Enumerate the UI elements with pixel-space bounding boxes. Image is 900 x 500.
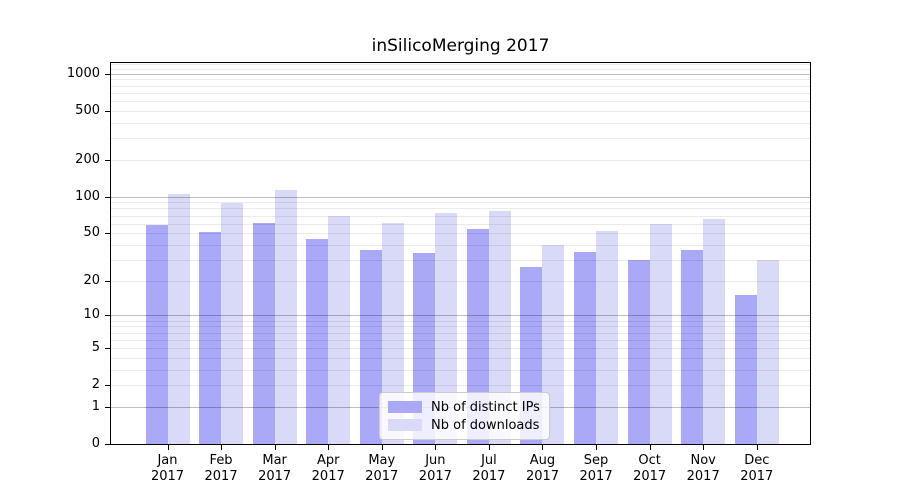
legend-swatch-downloads bbox=[388, 419, 422, 431]
bar-distinct-ips bbox=[681, 250, 704, 444]
legend-label-distinct-ips: Nb of distinct IPs bbox=[431, 399, 540, 415]
y-tick-mark bbox=[105, 280, 110, 282]
y-axis-tick-label: 10 bbox=[83, 307, 100, 323]
legend-entry-downloads: Nb of downloads bbox=[388, 416, 540, 434]
x-tick-mark bbox=[542, 445, 544, 450]
y-axis-tick-label: 0 bbox=[91, 436, 100, 451]
bar-distinct-ips bbox=[734, 295, 757, 444]
x-axis-tick-label: May 2017 bbox=[365, 453, 399, 484]
x-tick-mark bbox=[756, 445, 758, 450]
gridline-minor bbox=[111, 138, 810, 140]
y-tick-mark bbox=[105, 385, 110, 387]
x-tick-mark bbox=[435, 445, 437, 450]
gridline-minor bbox=[111, 101, 810, 103]
x-axis-tick-label: Jan 2017 bbox=[150, 453, 185, 484]
x-tick-mark bbox=[167, 445, 169, 450]
y-tick-mark bbox=[105, 444, 110, 445]
x-axis-tick-label: Aug 2017 bbox=[525, 453, 560, 484]
y-axis-tick-label: 20 bbox=[83, 272, 100, 288]
legend-label-downloads: Nb of downloads bbox=[431, 417, 540, 433]
gridline-minor bbox=[111, 92, 810, 94]
y-axis-tick-label: 200 bbox=[75, 151, 100, 167]
bar-distinct-ips bbox=[627, 259, 650, 444]
chart-title: inSilicoMerging 2017 bbox=[371, 36, 550, 56]
x-axis-tick-label: Jun 2017 bbox=[418, 453, 452, 484]
bar-distinct-ips bbox=[359, 250, 382, 444]
y-axis-tick-label: 1000 bbox=[66, 65, 100, 81]
x-tick-mark bbox=[703, 445, 705, 450]
x-axis-tick-label: Mar 2017 bbox=[258, 453, 292, 484]
y-tick-mark bbox=[105, 196, 110, 198]
legend-entry-distinct-ips: Nb of distinct IPs bbox=[388, 398, 540, 416]
x-axis-tick-label: Apr 2017 bbox=[311, 453, 345, 484]
gridline-minor bbox=[111, 85, 810, 87]
x-axis-tick-label: Oct 2017 bbox=[633, 453, 667, 484]
x-axis-tick-label: Dec 2017 bbox=[740, 453, 774, 484]
bar-distinct-ips bbox=[252, 222, 275, 444]
bar-downloads bbox=[596, 231, 619, 444]
y-tick-mark bbox=[105, 233, 110, 235]
bar-distinct-ips bbox=[574, 251, 597, 444]
bar-distinct-ips bbox=[145, 225, 168, 444]
gridline-minor bbox=[111, 159, 810, 161]
x-tick-mark bbox=[596, 445, 598, 450]
gridline-minor bbox=[111, 208, 810, 210]
y-tick-mark bbox=[105, 406, 110, 408]
y-axis-tick-label: 50 bbox=[83, 225, 100, 241]
bar-downloads bbox=[649, 223, 672, 444]
y-axis-tick-label: 5 bbox=[91, 339, 100, 355]
y-tick-mark bbox=[105, 347, 110, 349]
y-tick-mark bbox=[105, 73, 110, 75]
bar-downloads bbox=[328, 215, 351, 444]
x-axis-tick-label: Nov 2017 bbox=[686, 453, 720, 484]
gridline-major bbox=[111, 196, 810, 198]
bar-distinct-ips bbox=[306, 238, 329, 444]
gridline-minor bbox=[111, 215, 810, 217]
y-axis-tick-label: 500 bbox=[75, 102, 100, 118]
x-axis-tick-label: Sep 2017 bbox=[579, 453, 613, 484]
bar-downloads bbox=[756, 259, 779, 444]
x-axis-tick-label: Feb 2017 bbox=[204, 453, 238, 484]
y-tick-mark bbox=[105, 110, 110, 112]
x-tick-mark bbox=[221, 445, 223, 450]
bar-downloads bbox=[381, 222, 404, 444]
gridline-minor bbox=[111, 110, 810, 112]
bar-downloads bbox=[274, 190, 297, 444]
x-tick-mark bbox=[381, 445, 383, 450]
x-tick-mark bbox=[328, 445, 330, 450]
y-axis-tick-label: 100 bbox=[75, 188, 100, 204]
x-tick-mark bbox=[649, 445, 651, 450]
bar-downloads bbox=[221, 203, 244, 444]
gridline-major bbox=[111, 73, 810, 75]
gridline-minor bbox=[111, 122, 810, 124]
bar-distinct-ips bbox=[199, 232, 222, 444]
bar-downloads bbox=[488, 210, 511, 444]
x-tick-mark bbox=[274, 445, 276, 450]
bar-downloads bbox=[167, 193, 190, 444]
y-tick-mark bbox=[105, 315, 110, 317]
gridline-minor bbox=[111, 68, 810, 70]
bar-distinct-ips bbox=[466, 229, 489, 444]
bar-downloads bbox=[435, 213, 458, 444]
x-tick-mark bbox=[488, 445, 490, 450]
plot-area bbox=[110, 62, 811, 445]
bar-downloads bbox=[703, 219, 726, 444]
y-tick-mark bbox=[105, 159, 110, 161]
gridline-minor bbox=[111, 202, 810, 204]
y-axis-tick-label: 1 bbox=[91, 398, 100, 414]
legend-swatch-distinct-ips bbox=[388, 401, 422, 413]
gridline-minor bbox=[111, 79, 810, 81]
y-axis-tick-label: 2 bbox=[91, 377, 100, 393]
legend: Nb of distinct IPs Nb of downloads bbox=[379, 392, 550, 440]
gridline-minor bbox=[111, 63, 810, 65]
x-axis-tick-label: Jul 2017 bbox=[472, 453, 506, 484]
